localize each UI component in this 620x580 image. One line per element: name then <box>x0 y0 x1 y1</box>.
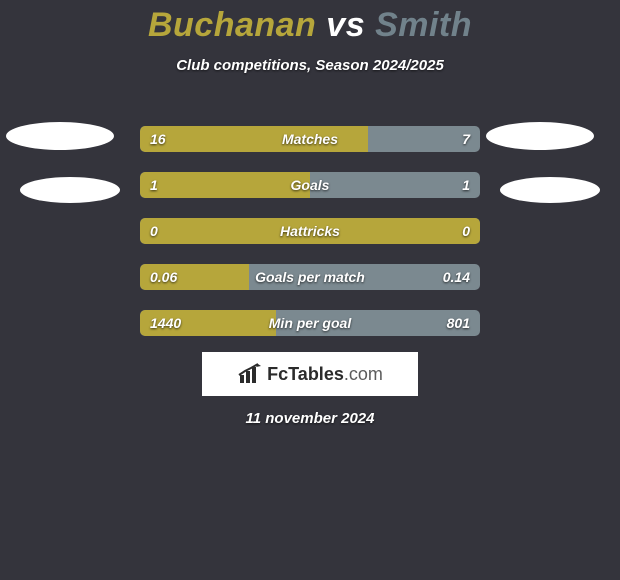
subtitle: Club competitions, Season 2024/2025 <box>0 57 620 74</box>
stat-label: Goals per match <box>140 264 480 290</box>
chart-icon <box>237 363 263 385</box>
stat-label: Goals <box>140 172 480 198</box>
brand-domain: .com <box>344 364 383 384</box>
brand-box: FcTables.com <box>202 352 418 396</box>
decorative-ellipse <box>486 122 594 150</box>
stat-label: Min per goal <box>140 310 480 336</box>
stat-row: 1440Min per goal801 <box>140 310 480 336</box>
page-title: Buchanan vs Smith <box>0 0 620 45</box>
stat-value-right: 0 <box>462 218 470 244</box>
decorative-ellipse <box>6 122 114 150</box>
player1-name: Buchanan <box>148 6 316 44</box>
player2-name: Smith <box>375 6 472 44</box>
stat-value-right: 1 <box>462 172 470 198</box>
brand-text: FcTables.com <box>267 364 383 385</box>
stat-row: 1Goals1 <box>140 172 480 198</box>
stat-label: Matches <box>140 126 480 152</box>
stat-row: 0Hattricks0 <box>140 218 480 244</box>
stat-row: 16Matches7 <box>140 126 480 152</box>
brand-name: FcTables <box>267 364 344 384</box>
vs-label: vs <box>326 6 365 44</box>
stat-value-right: 801 <box>447 310 470 336</box>
stat-rows: 16Matches7 1Goals1 0Hattricks0 0.06Goals pe… <box>140 126 480 356</box>
stat-label: Hattricks <box>140 218 480 244</box>
stat-row: 0.06Goals per match0.14 <box>140 264 480 290</box>
date-label: 11 november 2024 <box>0 410 620 427</box>
stat-value-right: 7 <box>462 126 470 152</box>
decorative-ellipse <box>20 177 120 203</box>
decorative-ellipse <box>500 177 600 203</box>
stat-value-right: 0.14 <box>443 264 470 290</box>
